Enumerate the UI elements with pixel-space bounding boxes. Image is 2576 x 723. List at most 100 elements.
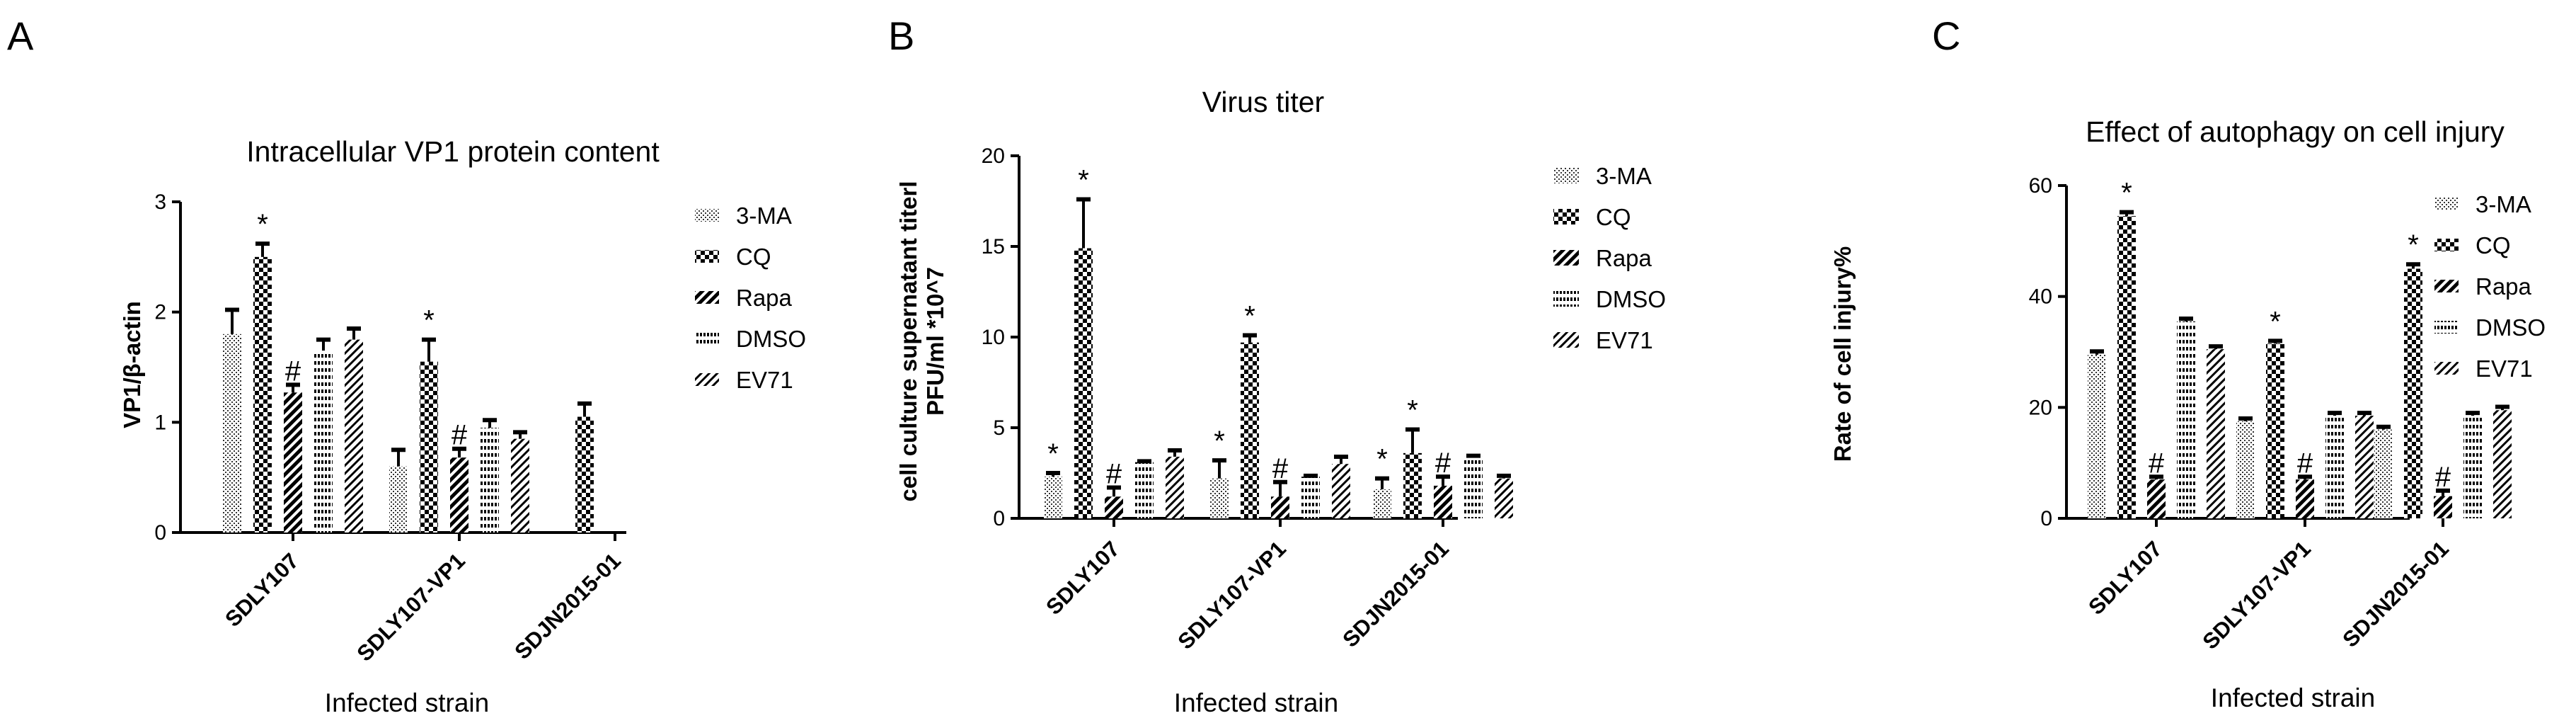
significance-marker: # bbox=[1272, 453, 1289, 484]
legend-label: 3-MA bbox=[2476, 191, 2531, 217]
y-tick-label: 60 bbox=[2029, 174, 2052, 198]
bar bbox=[2266, 343, 2284, 518]
bar bbox=[2147, 479, 2166, 518]
legend-label: EV71 bbox=[736, 367, 793, 393]
significance-marker: # bbox=[2435, 462, 2451, 493]
legend-label: Rapa bbox=[2476, 273, 2532, 300]
significance-marker: # bbox=[2297, 448, 2313, 479]
bar bbox=[2463, 416, 2482, 518]
bar bbox=[450, 457, 468, 533]
panel-label: A bbox=[7, 13, 34, 58]
legend-label: CQ bbox=[1596, 204, 1631, 230]
legend-swatch bbox=[695, 209, 719, 222]
x-category-label: SDLY107 bbox=[2083, 536, 2167, 620]
bar bbox=[2296, 479, 2314, 518]
y-tick-label: 5 bbox=[993, 416, 1005, 440]
bar bbox=[1105, 496, 1123, 518]
legend-swatch bbox=[2434, 280, 2459, 292]
bar bbox=[2404, 268, 2422, 518]
y-tick-label: 10 bbox=[982, 326, 1005, 349]
legend-label: 3-MA bbox=[736, 203, 792, 229]
significance-marker: * bbox=[257, 209, 268, 240]
legend-label: DMSO bbox=[1596, 286, 1666, 312]
x-axis-label: Infected strain bbox=[325, 688, 489, 717]
bar bbox=[284, 392, 302, 533]
significance-marker: * bbox=[1407, 395, 1418, 426]
y-tick-label: 1 bbox=[154, 411, 166, 434]
bar bbox=[1301, 477, 1320, 518]
bar bbox=[420, 361, 438, 533]
bar bbox=[1332, 464, 1350, 518]
panel-label: C bbox=[1932, 13, 1960, 58]
legend-swatch bbox=[695, 373, 719, 386]
bar bbox=[1495, 478, 1513, 518]
significance-marker: # bbox=[285, 355, 301, 387]
bar bbox=[253, 256, 272, 533]
bar bbox=[1434, 485, 1452, 518]
bar bbox=[2434, 496, 2452, 518]
x-axis-label: Infected strain bbox=[1174, 688, 1338, 717]
chart-title: Virus titer bbox=[1202, 86, 1324, 118]
legend-swatch bbox=[2434, 321, 2459, 334]
y-axis-label: Rate of cell injury% bbox=[1829, 246, 1856, 462]
y-tick-label: 15 bbox=[982, 235, 1005, 258]
bar bbox=[1373, 489, 1391, 518]
x-category-label: SDJN2015-01 bbox=[510, 548, 626, 664]
bar bbox=[511, 438, 529, 533]
y-tick-label: 40 bbox=[2029, 285, 2052, 309]
bar bbox=[1135, 462, 1154, 518]
y-axis-label: PFU/ml *10^7 bbox=[922, 267, 948, 416]
legend-label: Rapa bbox=[1596, 245, 1652, 271]
bar bbox=[2117, 216, 2136, 518]
y-tick-label: 3 bbox=[154, 190, 166, 214]
legend-swatch bbox=[1553, 168, 1579, 183]
y-tick-label: 0 bbox=[2040, 507, 2052, 530]
x-category-label: SDLY107-VP1 bbox=[2197, 536, 2316, 654]
bar bbox=[223, 334, 241, 533]
bar bbox=[1464, 456, 1483, 518]
bar bbox=[345, 339, 363, 533]
y-axis-label: cell culture supernatant titerl bbox=[895, 181, 921, 502]
bar bbox=[1210, 478, 1229, 518]
bar bbox=[1271, 496, 1289, 518]
x-category-label: SDLY107 bbox=[220, 548, 304, 632]
significance-marker: * bbox=[2270, 306, 2281, 337]
x-category-label: SDLY107 bbox=[1041, 536, 1125, 620]
bar bbox=[389, 466, 408, 533]
legend-swatch bbox=[1553, 209, 1579, 224]
bar bbox=[481, 428, 499, 533]
legend-label: 3-MA bbox=[1596, 163, 1652, 189]
bar bbox=[2355, 416, 2374, 518]
x-category-label: SDJN2015-01 bbox=[1338, 536, 1454, 652]
significance-marker: * bbox=[1047, 438, 1059, 469]
bar bbox=[314, 351, 333, 533]
y-axis-label: VP1/β-actin bbox=[119, 301, 145, 428]
significance-marker: * bbox=[1078, 164, 1089, 195]
legend-label: CQ bbox=[736, 244, 771, 270]
x-category-label: SDLY107-VP1 bbox=[352, 548, 470, 666]
bar bbox=[1241, 342, 1259, 518]
bar bbox=[2088, 354, 2106, 518]
bar bbox=[2236, 421, 2255, 518]
chart-title: Effect of autophagy on cell injury bbox=[2086, 115, 2505, 148]
legend-label: EV71 bbox=[1596, 327, 1653, 353]
y-tick-label: 2 bbox=[154, 301, 166, 324]
legend-swatch bbox=[1553, 332, 1579, 348]
significance-marker: * bbox=[423, 305, 435, 336]
significance-marker: * bbox=[2121, 178, 2132, 209]
bar bbox=[1166, 456, 1184, 518]
bar bbox=[2493, 410, 2512, 518]
bar bbox=[1074, 248, 1093, 518]
legend-swatch bbox=[2434, 198, 2459, 210]
legend-label: EV71 bbox=[2476, 355, 2533, 382]
legend-swatch bbox=[2434, 362, 2459, 375]
significance-marker: * bbox=[1214, 426, 1225, 457]
y-tick-label: 20 bbox=[982, 144, 1005, 168]
panel-label: B bbox=[888, 13, 914, 58]
significance-marker: # bbox=[1106, 458, 1122, 489]
y-tick-label: 20 bbox=[2029, 396, 2052, 419]
x-axis-label: Infected strain bbox=[2211, 683, 2375, 712]
bar bbox=[2207, 349, 2225, 518]
